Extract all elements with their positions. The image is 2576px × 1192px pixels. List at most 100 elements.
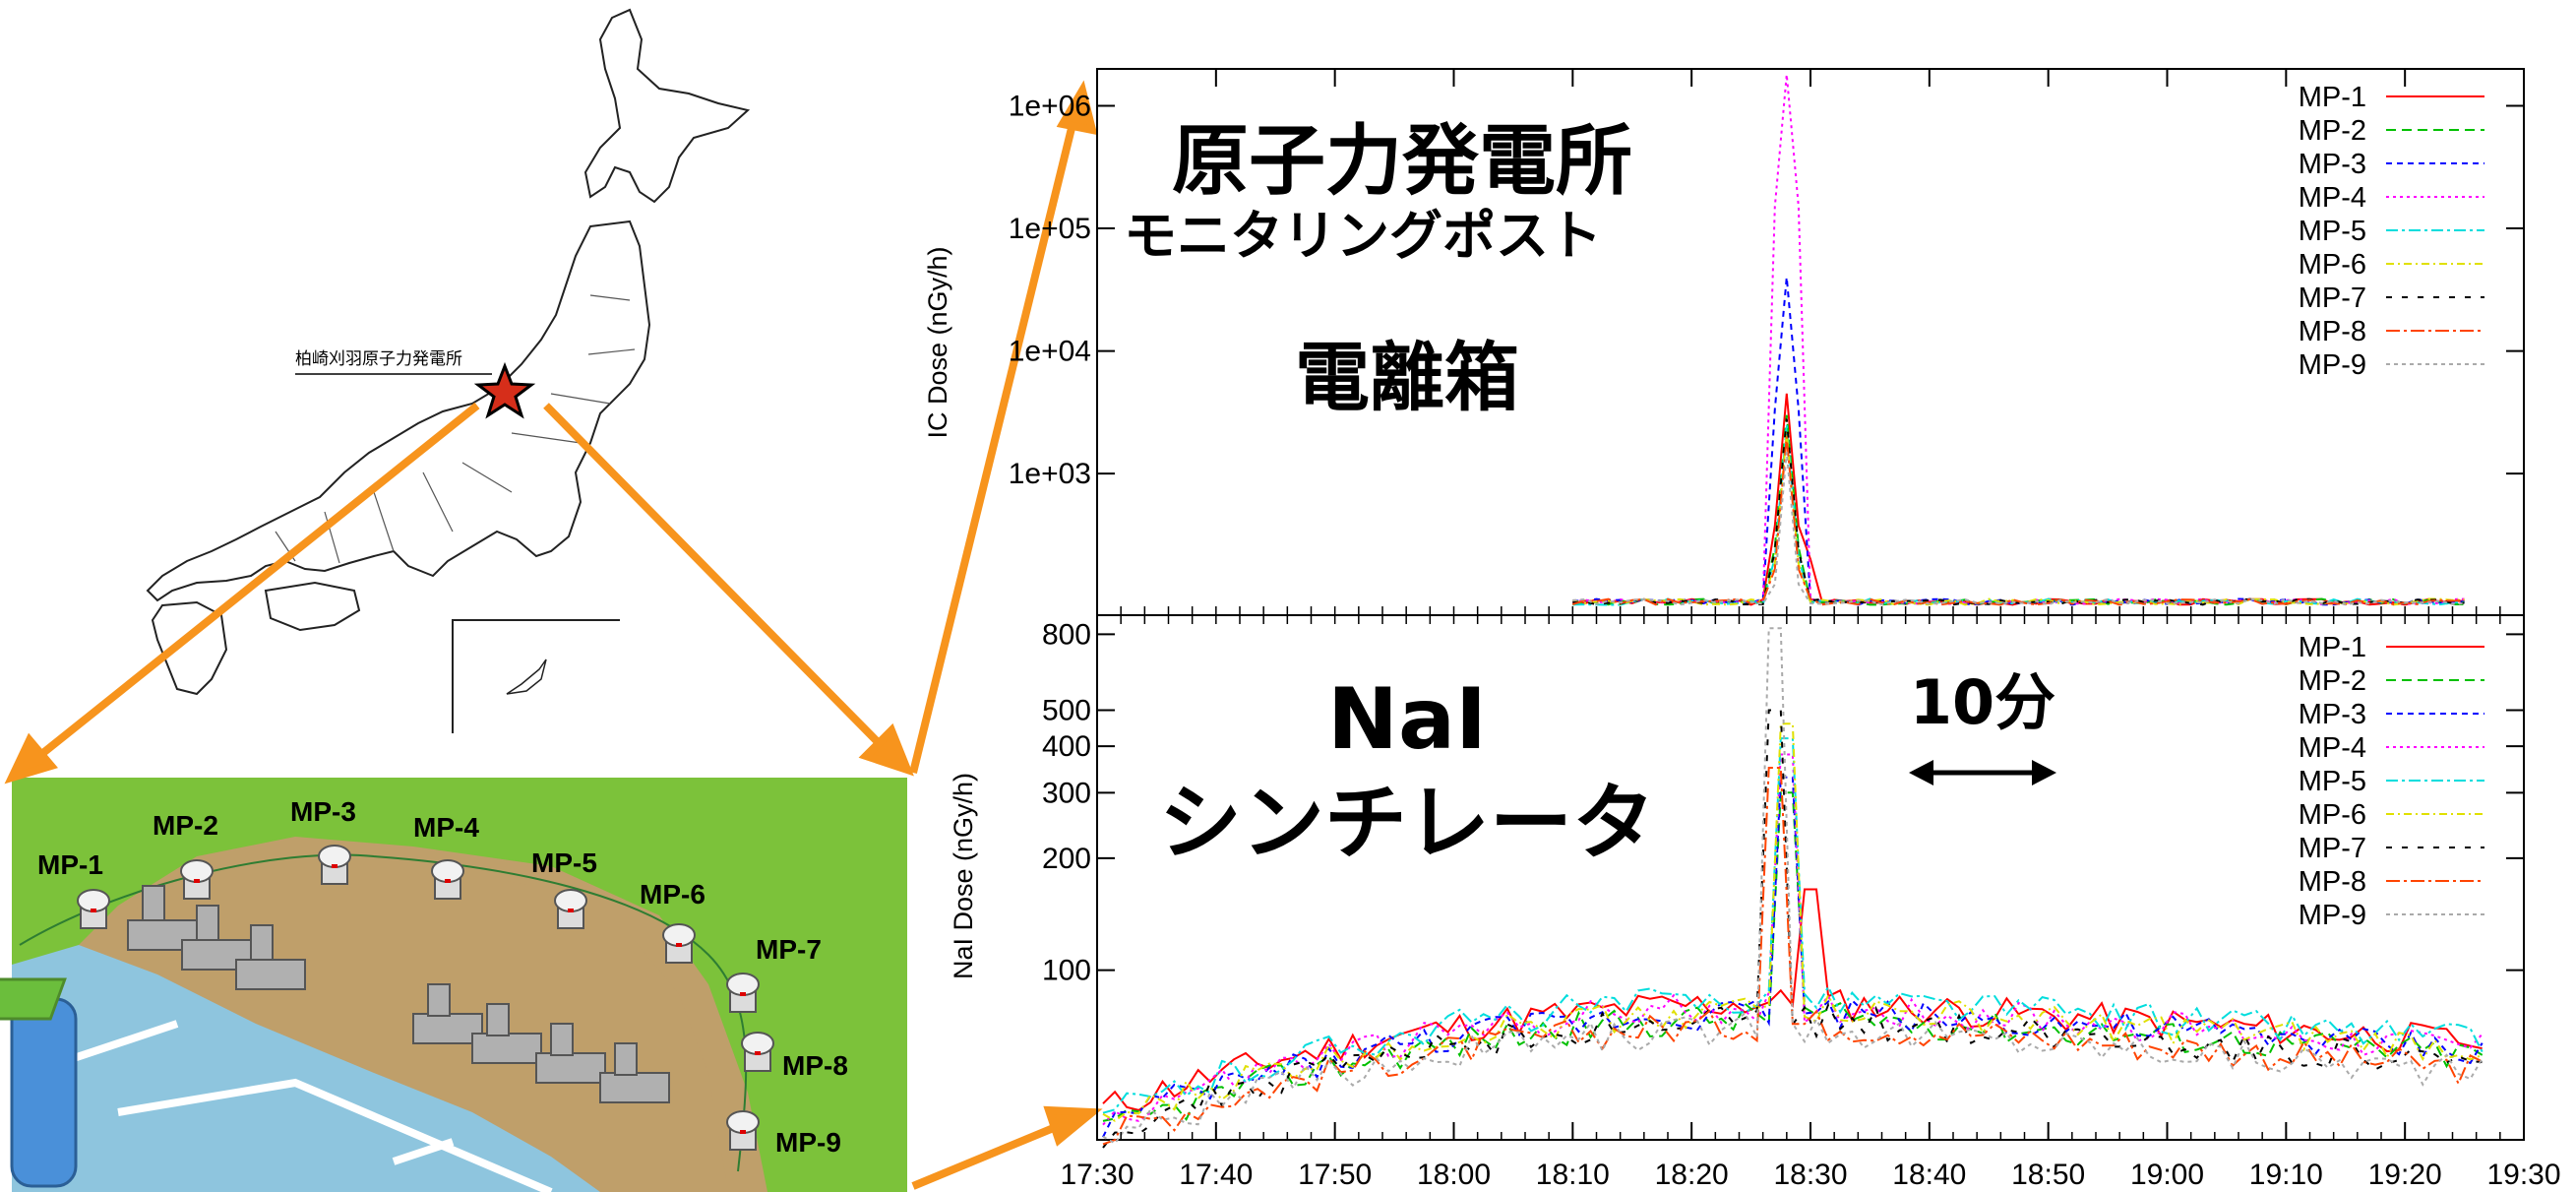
- monitoring-post-icon: [554, 889, 587, 929]
- scale-label: 10分: [1910, 666, 2055, 738]
- nai-label-line1: NaI: [1327, 670, 1487, 769]
- ic-ytick-label: 1e+03: [1009, 458, 1091, 490]
- star-icon: [473, 361, 536, 419]
- okinawa-shape: [506, 659, 547, 695]
- arrow-map-right: [543, 403, 889, 753]
- legend-label: MP-1: [2299, 632, 2366, 663]
- x-tick-label: 18:20: [1655, 1159, 1729, 1191]
- ic-series-mp-8: [1572, 436, 2465, 606]
- mp-label-5: MP-5: [531, 847, 597, 878]
- post-dome: [431, 859, 464, 883]
- x-tick-label: 17:50: [1298, 1159, 1372, 1191]
- legend-label: MP-6: [2299, 249, 2366, 281]
- japan-map: 柏崎刈羽原子力発電所: [146, 8, 751, 733]
- x-tick-label: 17:40: [1179, 1159, 1253, 1191]
- site-label: 柏崎刈羽原子力発電所: [295, 349, 462, 369]
- x-tick-label: 18:10: [1536, 1159, 1610, 1191]
- ic-series-mp-1: [1572, 393, 2465, 606]
- monitoring-post-icon: [726, 1110, 760, 1151]
- scale-arrow-right: [2032, 760, 2056, 785]
- x-tick-label: 19:00: [2130, 1159, 2204, 1191]
- hokkaido-shape: [583, 8, 751, 204]
- post-light: [91, 909, 96, 912]
- monitoring-post-icon: [726, 972, 760, 1013]
- monitoring-post-icon: [318, 845, 351, 885]
- x-tick-label: 19:30: [2486, 1159, 2560, 1191]
- post-dome: [662, 923, 696, 947]
- post-light: [755, 1051, 761, 1055]
- x-tick-label: 18:00: [1417, 1159, 1491, 1191]
- nai-ytick-label: 100: [1042, 955, 1091, 987]
- ic-series-mp-9: [1572, 452, 2465, 606]
- post-light: [740, 992, 746, 996]
- mp-label-7: MP-7: [756, 934, 822, 965]
- arrow-to-nai: [911, 1118, 1070, 1190]
- post-dome: [180, 859, 214, 883]
- ic-label: 電離箱: [1295, 334, 1519, 421]
- post-light: [194, 879, 200, 883]
- x-tick-label: 19:10: [2249, 1159, 2323, 1191]
- reactor-row-2: [412, 983, 670, 1103]
- mp-label-1: MP-1: [37, 849, 103, 880]
- land-green: [12, 778, 907, 1192]
- arrow-map-left: [31, 402, 480, 764]
- legend-label: MP-3: [2299, 699, 2366, 730]
- nai-series-mp-9: [1102, 627, 2484, 1145]
- monitoring-post-icon: [431, 859, 464, 900]
- legend-label: MP-2: [2299, 665, 2366, 697]
- x-tick-label: 17:30: [1060, 1159, 1134, 1191]
- post-dome: [726, 972, 760, 996]
- arrow-to-ic: [909, 115, 1078, 774]
- post-dome: [741, 1032, 774, 1055]
- legend-label: MP-1: [2299, 82, 2366, 113]
- x-tick-label: 18:50: [2011, 1159, 2085, 1191]
- sea: [12, 945, 600, 1192]
- shikoku-shape: [264, 581, 361, 632]
- mp-label-4: MP-4: [413, 812, 479, 843]
- legend-label: MP-3: [2299, 149, 2366, 180]
- post-dome: [318, 845, 351, 868]
- nai-ytick-label: 200: [1042, 843, 1091, 875]
- post-dome: [726, 1110, 760, 1134]
- x-tick-label: 19:20: [2368, 1159, 2442, 1191]
- reactor-row-1: [127, 885, 306, 990]
- title-line2: モニタリングポスト: [1124, 205, 1602, 267]
- legend-label: MP-5: [2299, 766, 2366, 797]
- post-light: [676, 943, 682, 947]
- arrow-to-nai-head: [1043, 1105, 1103, 1147]
- prefecture-borders: [275, 294, 636, 564]
- site-illustration: MP-1 MP-2 MP-3 MP-4 MP-5 MP-6 MP-7 MP-8 MP-9: [0, 778, 907, 1192]
- mp-label-2: MP-2: [153, 810, 218, 841]
- arrow-to-ic-head: [1056, 80, 1098, 136]
- legend-label: MP-7: [2299, 833, 2366, 864]
- monitoring-post-icon: [741, 1032, 774, 1072]
- ic-ytick-label: 1e+05: [1009, 213, 1091, 245]
- ic-series-mp-5: [1572, 424, 2465, 606]
- post-dome: [554, 889, 587, 912]
- mp-label-9: MP-9: [775, 1127, 841, 1158]
- ic-ytick-label: 1e+06: [1009, 90, 1091, 122]
- legend-label: MP-2: [2299, 115, 2366, 147]
- nai-ytick-label: 400: [1042, 730, 1091, 763]
- nai-series-mp-3: [1102, 776, 2484, 1138]
- nai-ytick-label: 500: [1042, 694, 1091, 726]
- arrow-map-right-head: [858, 722, 914, 777]
- legend-label: MP-7: [2299, 282, 2366, 314]
- arrow-map-left-head: [4, 732, 58, 784]
- ic-series-mp-2: [1572, 414, 2465, 606]
- title-line1: 原子力発電所: [1172, 117, 1632, 206]
- post-light: [445, 879, 451, 883]
- nai-series-mp-8: [1102, 767, 2484, 1146]
- x-tick-label: 18:30: [1773, 1159, 1847, 1191]
- storage-tank: [10, 997, 78, 1188]
- post-light: [740, 1130, 746, 1134]
- switchyard: [0, 977, 67, 1021]
- monitoring-post-icon: [77, 889, 110, 929]
- mp-label-8: MP-8: [782, 1050, 848, 1081]
- mp-label-6: MP-6: [640, 879, 705, 910]
- legend-label: MP-4: [2299, 182, 2366, 214]
- ic-series-mp-7: [1572, 418, 2465, 606]
- legend-label: MP-8: [2299, 866, 2366, 898]
- okinawa-inset-frame: [452, 619, 620, 733]
